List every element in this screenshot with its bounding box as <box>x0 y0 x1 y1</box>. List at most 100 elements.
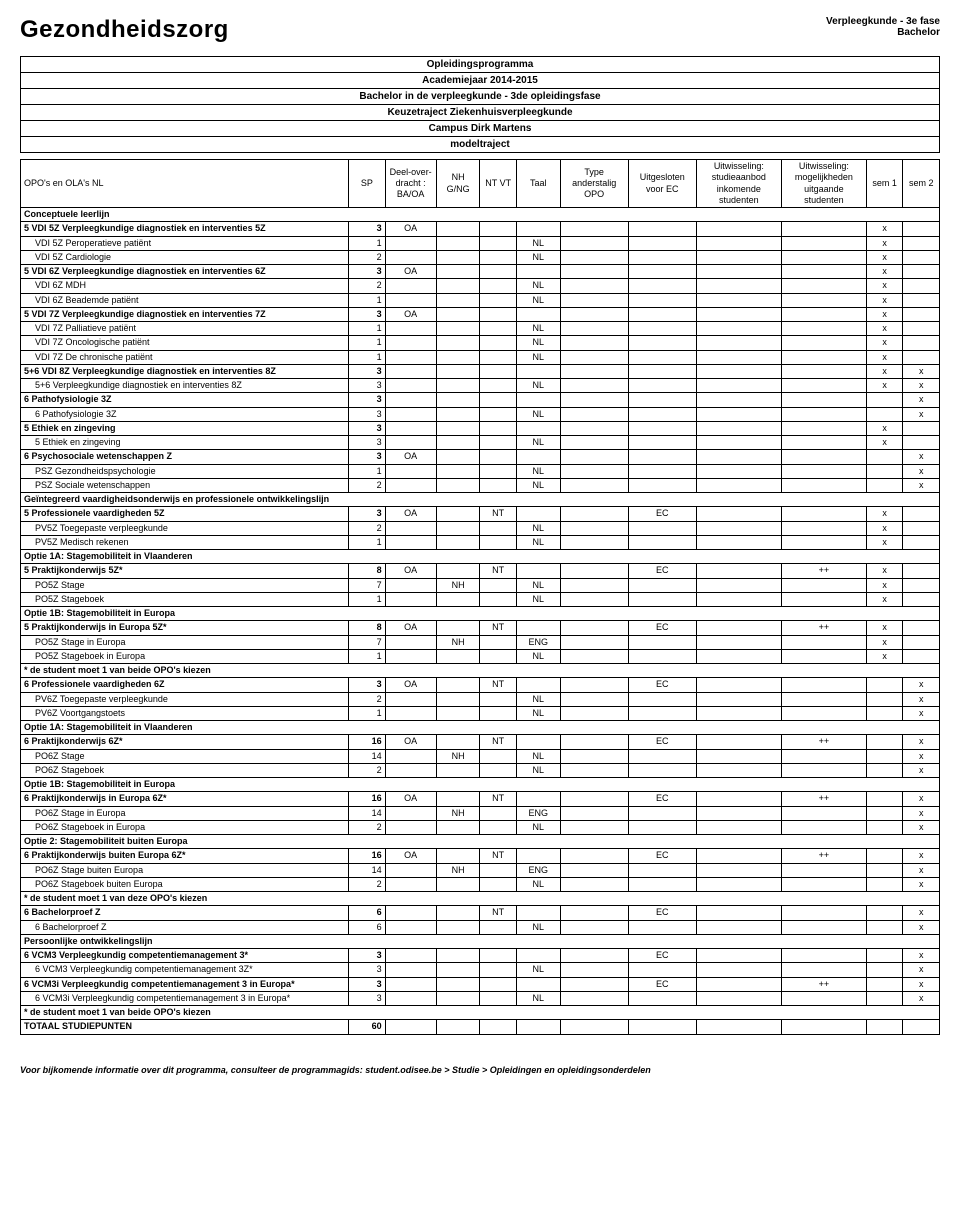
cell-in <box>696 991 781 1005</box>
cell-s1 <box>866 991 902 1005</box>
cell-nh <box>436 706 480 720</box>
table-row: Optie 1A: Stagemobiliteit in Vlaanderen <box>21 550 940 564</box>
cell-typ <box>560 806 628 820</box>
cell-nh <box>436 364 480 378</box>
cell-out <box>781 478 866 492</box>
cell-s1: x <box>866 336 902 350</box>
row-name: VDI 5Z Peroperatieve patiënt <box>21 236 349 250</box>
row-name: PO5Z Stage in Europa <box>21 635 349 649</box>
cell-typ <box>560 906 628 920</box>
cell-s1: x <box>866 265 902 279</box>
cell-s1 <box>866 863 902 877</box>
cell-nt: NT <box>480 792 516 806</box>
table-row: PV6Z Voortgangstoets1NLx <box>21 706 940 720</box>
cell-nt <box>480 763 516 777</box>
row-name: VDI 6Z Beademde patiënt <box>21 293 349 307</box>
cell-sp: 8 <box>349 621 385 635</box>
col-s1: sem 1 <box>866 160 902 208</box>
cell-taal: NL <box>516 521 560 535</box>
row-name: 6 VCM3 Verpleegkundig competentiemanagem… <box>21 949 349 963</box>
cell-s2: x <box>903 949 940 963</box>
cell-out <box>781 236 866 250</box>
row-name: 5 VDI 6Z Verpleegkundige diagnostiek en … <box>21 265 349 279</box>
cell-out <box>781 421 866 435</box>
section-label: * de student moet 1 van deze OPO's kieze… <box>21 892 940 906</box>
cell-nh <box>436 820 480 834</box>
cell-taal <box>516 849 560 863</box>
cell-taal <box>516 450 560 464</box>
cell-in <box>696 521 781 535</box>
cell-s1 <box>866 1020 902 1034</box>
table-row: VDI 5Z Cardiologie2NLx <box>21 250 940 264</box>
row-name: VDI 6Z MDH <box>21 279 349 293</box>
cell-nt <box>480 293 516 307</box>
row-name: 6 VCM3i Verpleegkundig competentiemanage… <box>21 991 349 1005</box>
cell-baoa <box>385 949 436 963</box>
cell-taal: NL <box>516 478 560 492</box>
cell-nt <box>480 977 516 991</box>
cell-typ <box>560 1020 628 1034</box>
cell-ec <box>628 236 696 250</box>
cell-ec <box>628 250 696 264</box>
cell-nh <box>436 222 480 236</box>
cell-s1 <box>866 706 902 720</box>
cell-baoa <box>385 963 436 977</box>
cell-taal: NL <box>516 706 560 720</box>
section-label: Optie 1A: Stagemobiliteit in Vlaanderen <box>21 721 940 735</box>
cell-nt <box>480 578 516 592</box>
cell-out <box>781 1020 866 1034</box>
cell-baoa <box>385 379 436 393</box>
table-row: 6 VCM3 Verpleegkundig competentiemanagem… <box>21 963 940 977</box>
cell-typ <box>560 920 628 934</box>
cell-ec <box>628 379 696 393</box>
cell-in <box>696 222 781 236</box>
cell-ec <box>628 920 696 934</box>
cell-s1 <box>866 877 902 891</box>
cell-sp: 1 <box>349 464 385 478</box>
table-row: Persoonlijke ontwikkelingslijn <box>21 934 940 948</box>
cell-taal <box>516 1020 560 1034</box>
cell-out <box>781 336 866 350</box>
cell-in <box>696 578 781 592</box>
cell-taal <box>516 307 560 321</box>
cell-nh <box>436 678 480 692</box>
cell-s1: x <box>866 279 902 293</box>
cell-s1 <box>866 763 902 777</box>
cell-sp: 3 <box>349 393 385 407</box>
row-name: PV5Z Toegepaste verpleegkunde <box>21 521 349 535</box>
cell-sp: 2 <box>349 478 385 492</box>
row-name: 5 Praktijkonderwijs in Europa 5Z* <box>21 621 349 635</box>
cell-ec <box>628 763 696 777</box>
table-row: 5+6 Verpleegkundige diagnostiek en inter… <box>21 379 940 393</box>
cell-nh <box>436 521 480 535</box>
cell-baoa <box>385 920 436 934</box>
cell-nt: NT <box>480 507 516 521</box>
cell-s2: x <box>903 450 940 464</box>
cell-out <box>781 535 866 549</box>
cell-out <box>781 863 866 877</box>
table-row: 5 Professionele vaardigheden 5Z3OANTECx <box>21 507 940 521</box>
table-row: Geïntegreerd vaardigheidsonderwijs en pr… <box>21 493 940 507</box>
cell-ec <box>628 336 696 350</box>
cell-nh <box>436 849 480 863</box>
cell-nh <box>436 421 480 435</box>
row-name: 6 Professionele vaardigheden 6Z <box>21 678 349 692</box>
cell-out <box>781 507 866 521</box>
cell-out: ++ <box>781 564 866 578</box>
cell-s2 <box>903 436 940 450</box>
cell-baoa <box>385 635 436 649</box>
cell-ec <box>628 635 696 649</box>
cell-sp: 3 <box>349 450 385 464</box>
cell-nt <box>480 1020 516 1034</box>
cell-nh <box>436 906 480 920</box>
row-name: 6 Praktijkonderwijs 6Z* <box>21 735 349 749</box>
cell-in <box>696 450 781 464</box>
cell-taal: NL <box>516 236 560 250</box>
cell-out <box>781 350 866 364</box>
cell-baoa <box>385 236 436 250</box>
cell-nh <box>436 977 480 991</box>
cell-out <box>781 407 866 421</box>
cell-s1 <box>866 820 902 834</box>
cell-s2: x <box>903 863 940 877</box>
cell-taal: NL <box>516 407 560 421</box>
